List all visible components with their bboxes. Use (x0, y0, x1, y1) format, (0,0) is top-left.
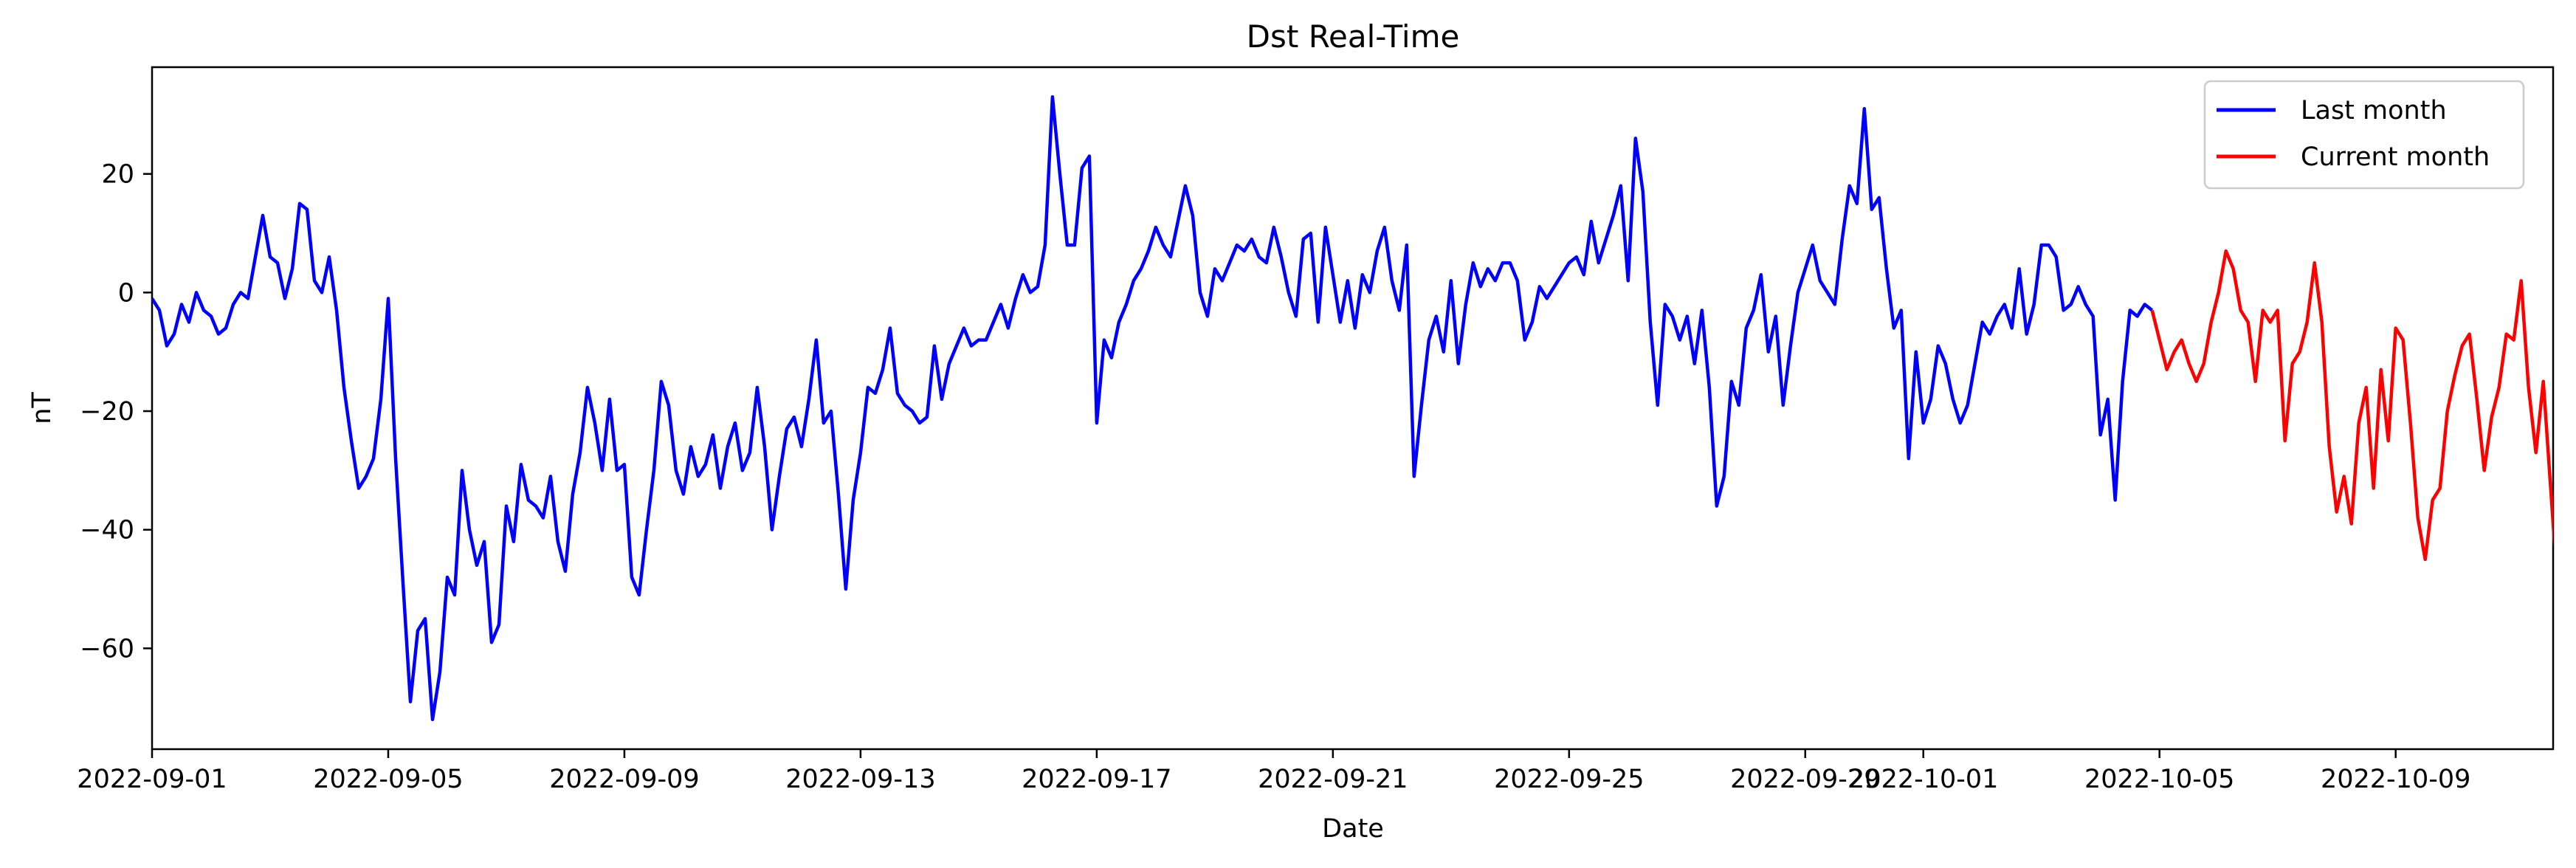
legend-label-last-month: Last month (2301, 96, 2447, 125)
x-tick-label: 2022-10-01 (1848, 765, 1998, 794)
y-axis-title: nT (27, 392, 57, 424)
y-tick-label: 20 (101, 160, 134, 190)
x-tick-label: 2022-09-21 (1258, 765, 1408, 794)
x-tick-label: 2022-09-09 (549, 765, 699, 794)
legend: Last month Current month (2203, 80, 2525, 190)
x-axis-title: Date (1322, 814, 1384, 844)
legend-box (2203, 80, 2525, 190)
x-tick-label: 2022-09-05 (313, 765, 463, 794)
x-tick-label: 2022-09-13 (785, 765, 935, 794)
series-layer (152, 94, 2553, 722)
chart-title: Dst Real-Time (1247, 18, 1460, 55)
y-tick-label: −40 (80, 516, 134, 545)
x-tick-label: 2022-09-17 (1022, 765, 1171, 794)
x-tick-label: 2022-09-25 (1494, 765, 1644, 794)
plot-frame (151, 66, 2555, 751)
x-axis: 2022-09-01 2022-09-05 2022-09-09 2022-09-13… (77, 749, 2470, 794)
series-line-last-month (152, 94, 2154, 722)
y-tick-label: −20 (80, 397, 134, 427)
y-tick-label: 0 (118, 278, 134, 308)
series-line-current-month (2150, 249, 2553, 562)
plot-area (151, 66, 2555, 751)
legend-label-current-month: Current month (2301, 142, 2490, 172)
x-tick-label: 2022-10-05 (2084, 765, 2234, 794)
x-tick-label: 2022-09-29 (1730, 765, 1880, 794)
x-tick-label: 2022-10-09 (2321, 765, 2470, 794)
x-tick-label: 2022-09-01 (77, 765, 227, 794)
y-axis: −60 −40 −20 0 20 (80, 160, 152, 664)
y-tick-label: −60 (80, 634, 134, 664)
